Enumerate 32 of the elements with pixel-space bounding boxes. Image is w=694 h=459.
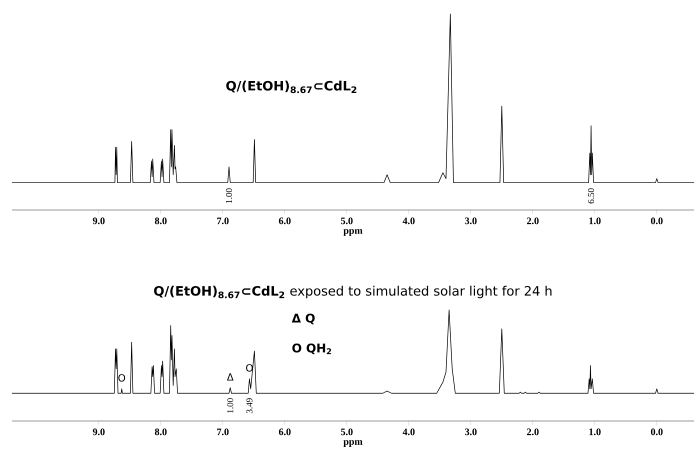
annotation: 3.49 <box>246 398 252 414</box>
x-tick-label: 5.0 <box>340 428 353 436</box>
annotation: 1.00 <box>226 188 232 203</box>
annotation: O QH$_{2}$ <box>292 344 332 354</box>
x-tick-label: 6.0 <box>278 218 291 224</box>
x-tick-label: 1.0 <box>589 218 601 224</box>
x-tick-label: 7.0 <box>217 218 229 224</box>
annotation: Δ <box>226 373 234 381</box>
x-tick-label: 8.0 <box>154 428 167 436</box>
chart-title: Q/(EtOH)$_{8.67}$⊂CdL$_{2}$ exposed to simulated solar light for 24 h <box>154 286 552 298</box>
annotation: O <box>118 374 126 382</box>
x-tick-label: 9.0 <box>92 428 105 436</box>
annotation: Δ Q <box>292 314 315 324</box>
x-tick-label: 0.0 <box>650 428 663 436</box>
x-axis-title: ppm <box>343 440 363 447</box>
x-tick-label: 7.0 <box>217 428 229 436</box>
text: Q/(EtOH)$_{8.67}$⊂CdL$_{2}$ <box>226 80 356 94</box>
x-tick-label: 3.0 <box>464 218 477 224</box>
x-tick-label: 9.0 <box>92 218 105 224</box>
x-tick-label: 0.0 <box>650 218 663 224</box>
x-tick-label: 4.0 <box>402 218 415 224</box>
annotation: 6.50 <box>588 188 594 204</box>
x-axis-title: ppm <box>343 229 363 236</box>
x-tick-label: 6.0 <box>278 428 291 436</box>
x-tick-label: 2.0 <box>526 218 539 224</box>
annotation: 1.00 <box>227 398 234 413</box>
x-tick-label: 5.0 <box>340 218 353 224</box>
x-tick-label: 1.0 <box>589 428 601 436</box>
x-tick-label: 8.0 <box>154 218 167 224</box>
x-tick-label: 2.0 <box>526 428 539 436</box>
x-tick-label: 3.0 <box>464 428 477 436</box>
x-tick-label: 4.0 <box>402 428 415 436</box>
